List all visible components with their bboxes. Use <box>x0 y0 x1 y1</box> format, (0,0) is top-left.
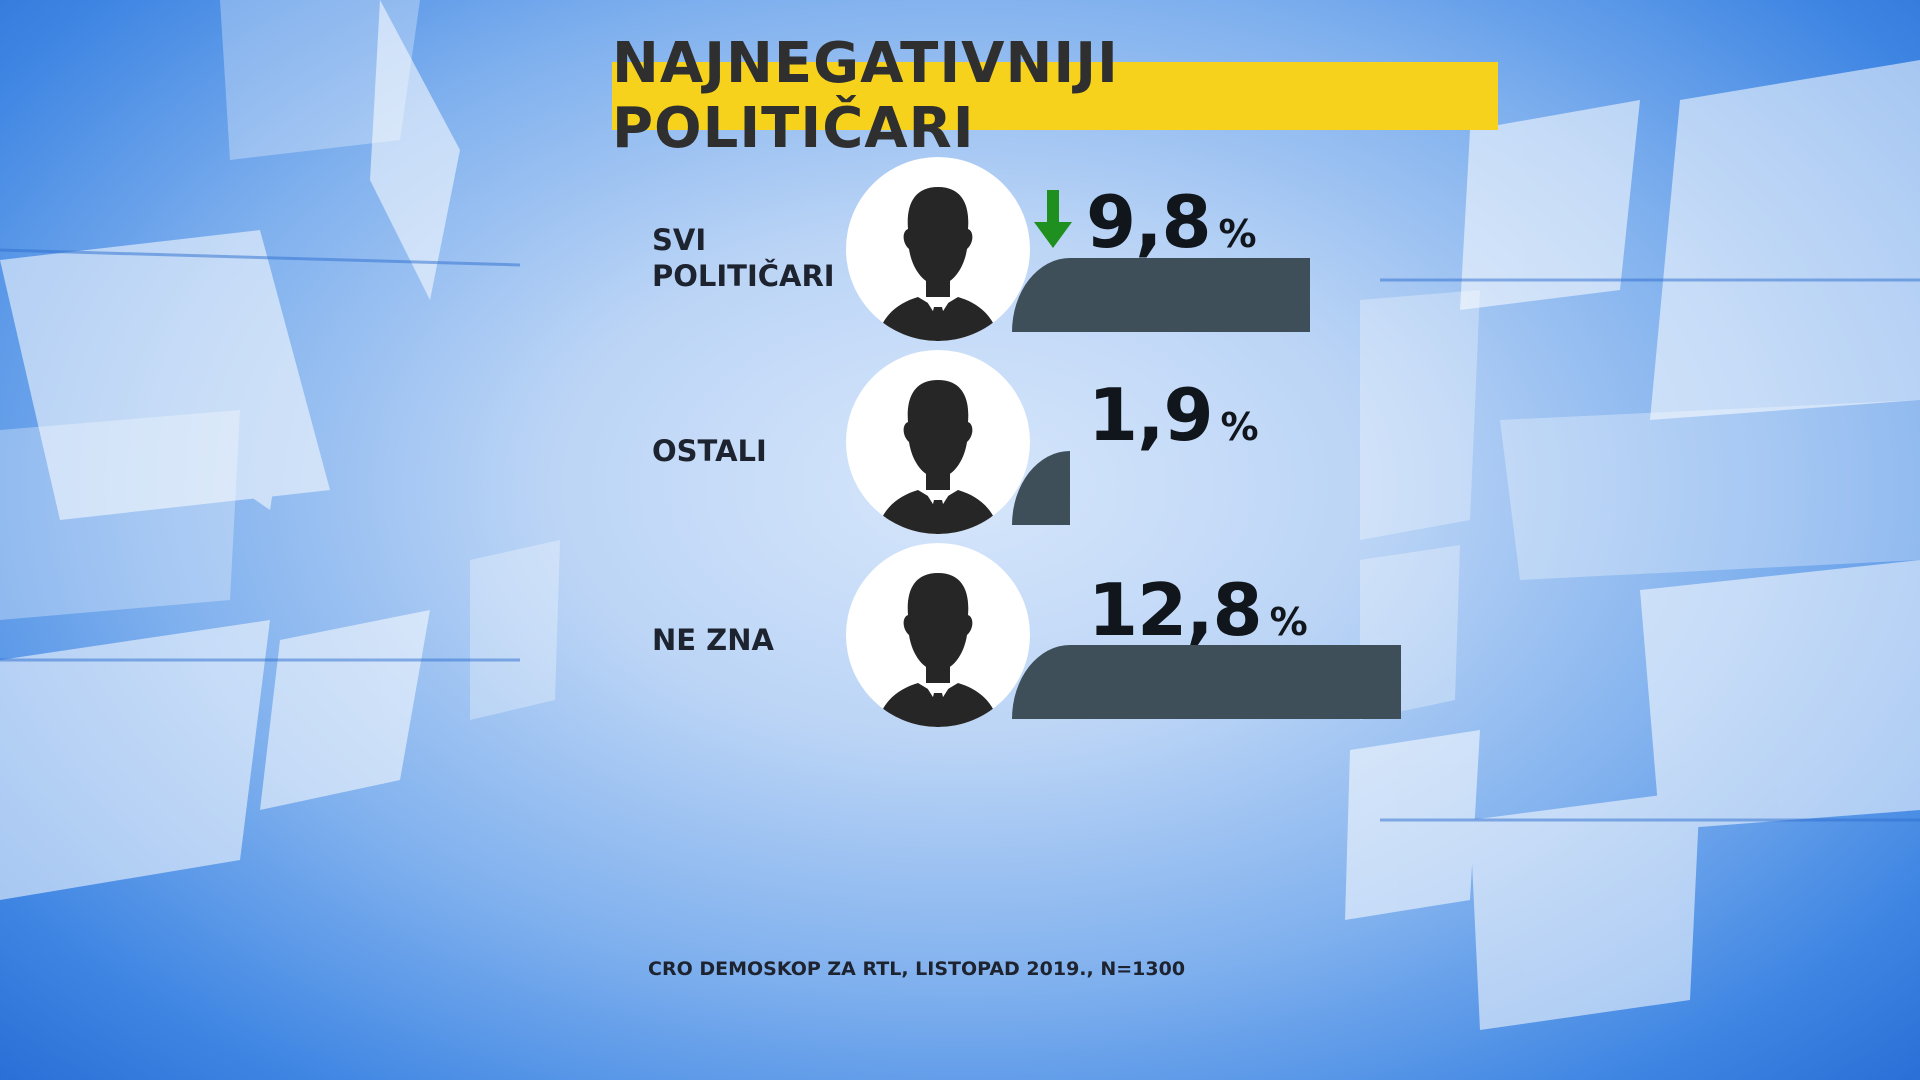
arrow-down-icon <box>1034 190 1072 248</box>
person-silhouette-icon <box>846 543 1030 727</box>
category-label-svi-politicari: SVI POLITIČARI <box>652 223 835 293</box>
person-silhouette-icon <box>846 157 1030 341</box>
chart-title: NAJNEGATIVNIJI POLITIČARI <box>612 31 1119 161</box>
bar-ne-zna <box>1012 645 1401 719</box>
category-label-ostali: OSTALI <box>652 434 767 468</box>
person-silhouette-icon <box>846 350 1030 534</box>
source-note: CRO DEMOSKOP ZA RTL, LISTOPAD 2019., N=1… <box>648 958 1186 980</box>
bar-svi-politicari <box>1012 258 1310 332</box>
value-label-svi-politicari: 9,8% <box>1086 180 1257 264</box>
title-banner: NAJNEGATIVNIJI POLITIČARI <box>612 31 1498 161</box>
value-label-ne-zna: 12,8% <box>1088 568 1308 652</box>
category-label-ne-zna: NE ZNA <box>652 623 774 657</box>
value-label-ostali: 1,9% <box>1088 373 1259 457</box>
